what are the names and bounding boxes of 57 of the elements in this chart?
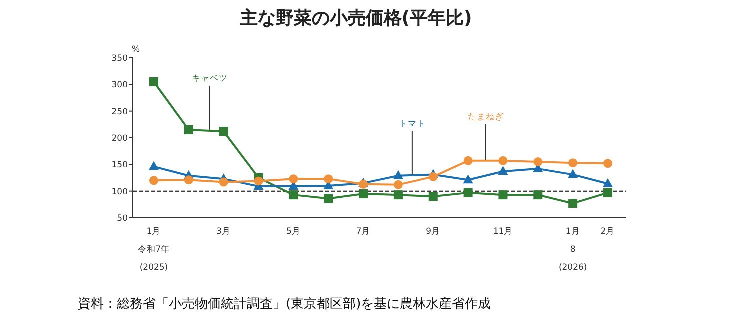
point (184, 176, 194, 185)
x-tick-label: 7月 (356, 227, 371, 237)
point (534, 190, 543, 200)
point (463, 174, 474, 184)
point (428, 192, 438, 202)
y-tick-label: 350 (112, 54, 128, 64)
point (150, 176, 158, 186)
y-axis-title: % (132, 45, 140, 55)
y-tick-label: 100 (112, 187, 128, 198)
point (604, 188, 612, 198)
point (464, 188, 473, 198)
point (254, 176, 264, 186)
point (428, 172, 438, 182)
point (498, 156, 508, 166)
y-tick-label: 50 (117, 214, 128, 224)
y-tick-label: 200 (112, 134, 128, 144)
x-tick-label: 9月 (426, 227, 441, 237)
text: たまねぎ (468, 112, 504, 122)
point (464, 156, 473, 166)
point (150, 78, 158, 86)
point (394, 180, 403, 190)
point (184, 126, 194, 134)
point (324, 194, 334, 204)
point (394, 190, 403, 200)
x-tick-label: 2月 (600, 227, 616, 237)
point (568, 169, 578, 178)
point (568, 158, 578, 168)
y-tick-label: 300 (112, 80, 128, 91)
chart-title: 主な野菜の小売価格(平年比) (238, 8, 472, 29)
text: (2026) (558, 263, 588, 273)
x-tick-label: 1月 (566, 227, 580, 237)
text: トマト (398, 119, 426, 130)
point (604, 159, 612, 168)
y-tick-label: 150 (112, 160, 128, 171)
x-tick-label: 1月 (146, 227, 162, 237)
x-tick-label: 5月 (286, 227, 301, 237)
point (393, 170, 404, 180)
point (568, 199, 578, 208)
point (219, 127, 228, 136)
point (219, 178, 228, 187)
text: キャベツ (192, 74, 228, 84)
point (289, 190, 298, 200)
text: 令和7年 (138, 244, 170, 255)
point (359, 190, 368, 198)
y-tick-label: 250 (112, 107, 128, 118)
point (324, 174, 334, 184)
text: 8 (570, 245, 576, 255)
x-tick-label: 3月 (216, 227, 232, 237)
x-tick-label: 11月 (493, 227, 514, 237)
point (498, 190, 508, 200)
point (534, 158, 543, 166)
text: (2025) (140, 263, 168, 273)
point (149, 161, 159, 170)
point (498, 166, 508, 176)
text: 資料：総務省「小売物価統計調査」(東京都区部)を基に農林水産省作成 (78, 296, 492, 312)
point (603, 178, 613, 188)
point (289, 174, 298, 184)
